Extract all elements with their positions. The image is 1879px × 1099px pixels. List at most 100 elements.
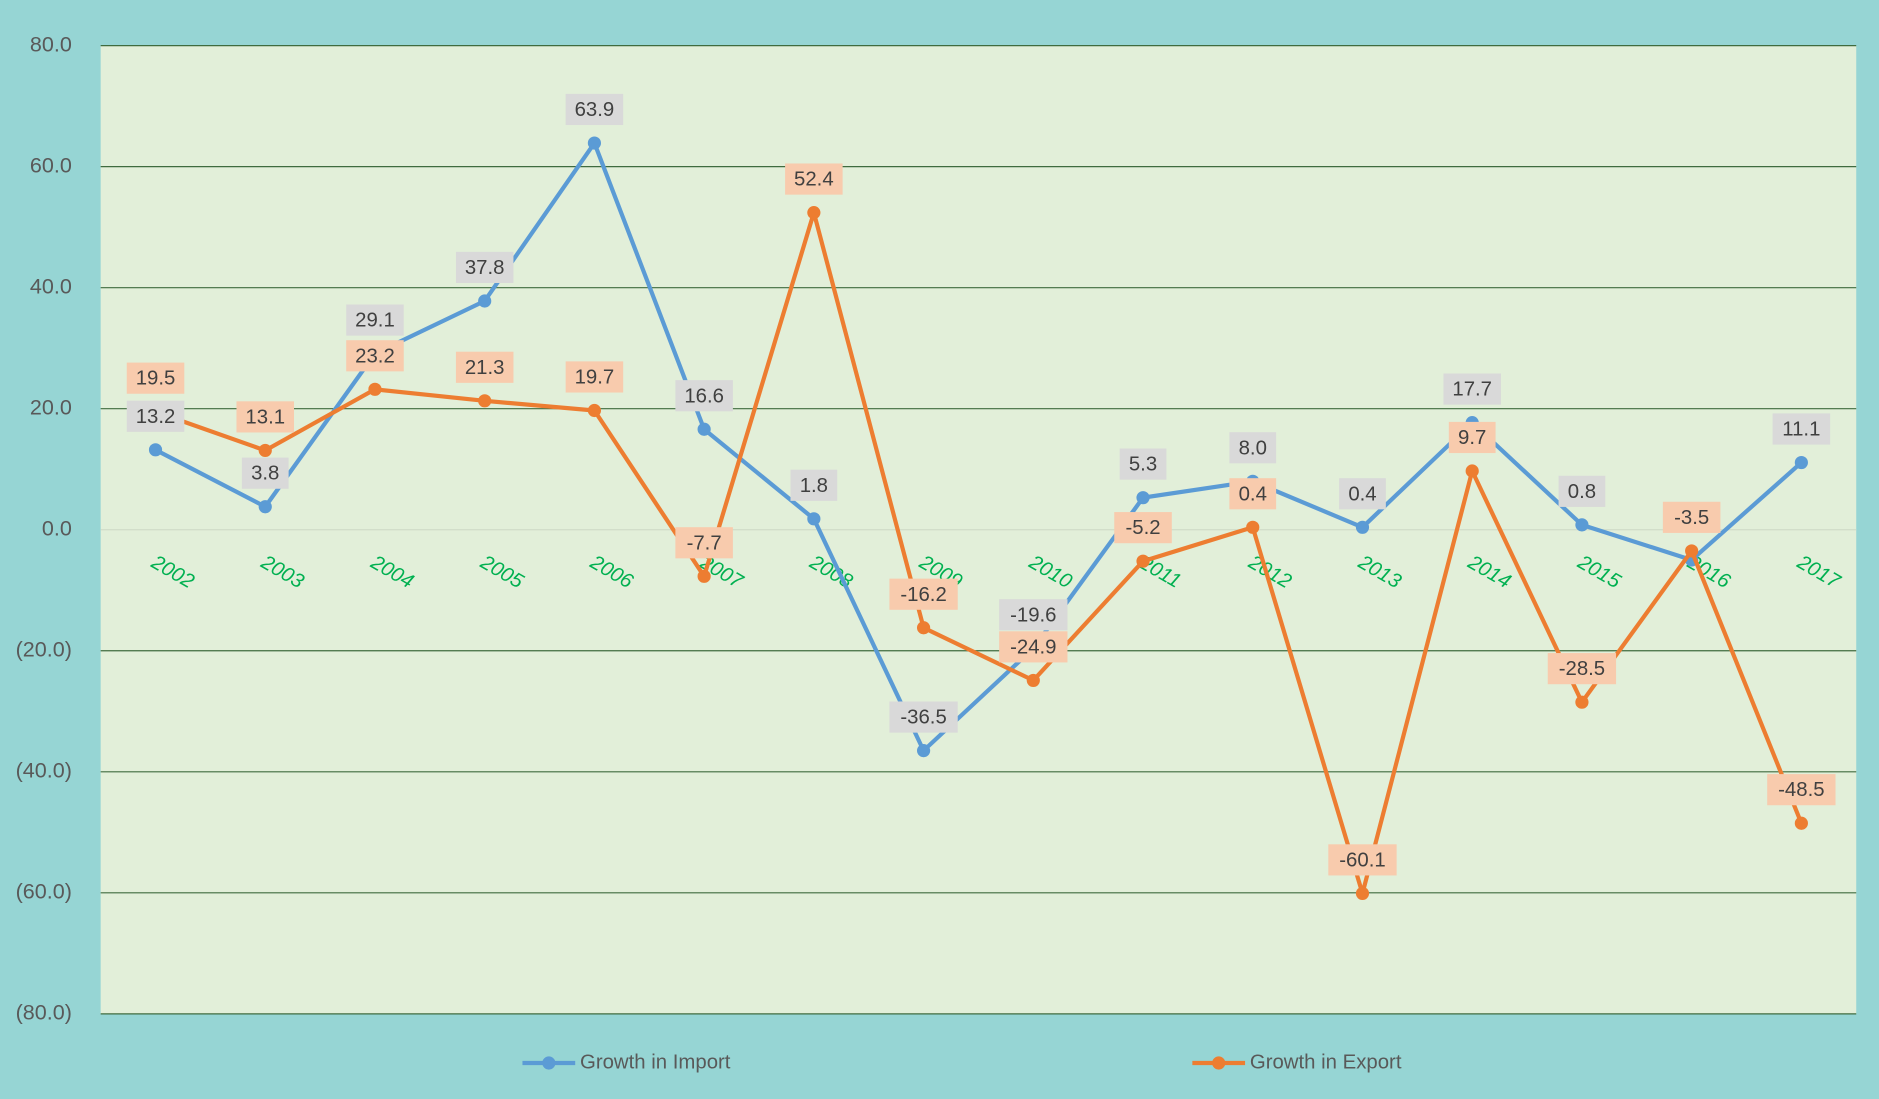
y-tick-label: (80.0) [16,1000,72,1025]
data-label: -48.5 [1778,779,1824,801]
data-point [697,422,711,436]
data-label-box [455,251,514,284]
data-point [916,621,931,635]
data-point [148,443,163,457]
data-label: 16.6 [684,385,724,407]
y-tick-label: (60.0) [16,879,72,904]
series-line [154,140,1803,753]
data-label: -24.9 [1010,636,1056,658]
data-label-box [1328,844,1397,876]
data-label-box [346,304,404,336]
data-label: -16.2 [900,584,946,606]
data-label: 0.4 [1348,483,1376,505]
data-point [1246,520,1260,534]
data-label: 0.8 [1568,481,1596,503]
data-point [1794,455,1808,470]
data-point [478,294,492,308]
data-point [587,136,602,150]
data-label: 13.2 [136,406,176,428]
series-line [154,210,1804,896]
data-label-box [1772,413,1831,445]
data-label-box [126,400,185,432]
data-point [1685,544,1699,558]
data-label-box [241,457,289,489]
data-label-box [346,340,404,372]
data-label-box [565,361,624,393]
data-label: 19.7 [575,367,615,389]
legend-marker [542,1056,556,1070]
data-label: 9.7 [1458,427,1486,449]
data-label-box [675,380,733,412]
data-label: 8.0 [1239,437,1267,459]
data-label-box [889,701,958,733]
legend-label: Growth in Export [1250,1051,1402,1073]
data-label-box [1448,421,1496,454]
data-label: 63.9 [575,99,615,121]
data-label-box [455,351,514,383]
data-label: -60.1 [1339,849,1385,871]
data-label: -19.6 [1010,604,1056,626]
data-label-box [999,599,1068,631]
data-label-box [1547,653,1617,685]
data-point [478,394,492,408]
data-label: 52.4 [794,169,834,191]
data-label-box [1443,373,1501,405]
data-point [697,569,711,583]
data-label-box [1558,475,1606,507]
data-point [1465,464,1479,478]
y-tick-label: 60.0 [30,152,72,177]
y-tick-label: 20.0 [30,394,72,419]
data-label: 21.3 [465,357,505,379]
data-label: 5.3 [1129,454,1157,476]
data-label: 17.7 [1452,379,1492,401]
data-label-box [675,527,733,559]
data-label-box [1339,478,1386,510]
data-label-box [1767,774,1836,806]
data-label: 19.5 [136,368,176,390]
y-tick-label: 0.0 [42,515,72,540]
data-point [1355,886,1370,901]
data-label-box [790,469,838,501]
data-label: 0.4 [1239,483,1267,505]
data-label-box [1662,501,1721,533]
data-point [1136,554,1150,568]
data-label-box [236,401,295,433]
data-label-box [1229,432,1277,464]
y-tick-label: 40.0 [30,273,72,298]
data-point [807,206,821,220]
data-label: 29.1 [355,310,395,332]
data-label: -3.5 [1674,507,1709,529]
data-label: 3.8 [251,463,279,485]
data-label-box [889,578,958,610]
legend-marker [1212,1056,1226,1070]
data-label-box [1119,448,1167,480]
data-label: 1.8 [800,475,828,497]
y-tick-label: (20.0) [16,636,72,661]
data-label-box [1114,512,1172,544]
y-tick-label: (40.0) [16,757,72,782]
data-point [916,744,931,758]
data-point [1575,695,1589,709]
data-point [1794,816,1808,830]
data-point [368,382,382,396]
legend-label: Growth in Import [580,1051,731,1073]
data-label: 11.1 [1782,419,1820,441]
data-point [258,500,272,514]
data-label: -28.5 [1559,658,1605,680]
data-label: 13.1 [245,406,285,428]
data-point [587,403,602,418]
data-label: 23.2 [355,345,395,367]
data-label-box [785,163,843,195]
data-point [1575,518,1589,532]
data-label-box [565,93,624,126]
data-point [1136,491,1150,505]
data-label: -7.7 [687,532,722,554]
data-label: 37.8 [465,257,505,279]
y-tick-label: 80.0 [30,31,72,56]
data-point [1026,673,1040,688]
data-label-box [126,362,185,394]
data-label-box [1229,478,1277,510]
data-label-box [999,631,1068,663]
data-point [1355,520,1370,534]
